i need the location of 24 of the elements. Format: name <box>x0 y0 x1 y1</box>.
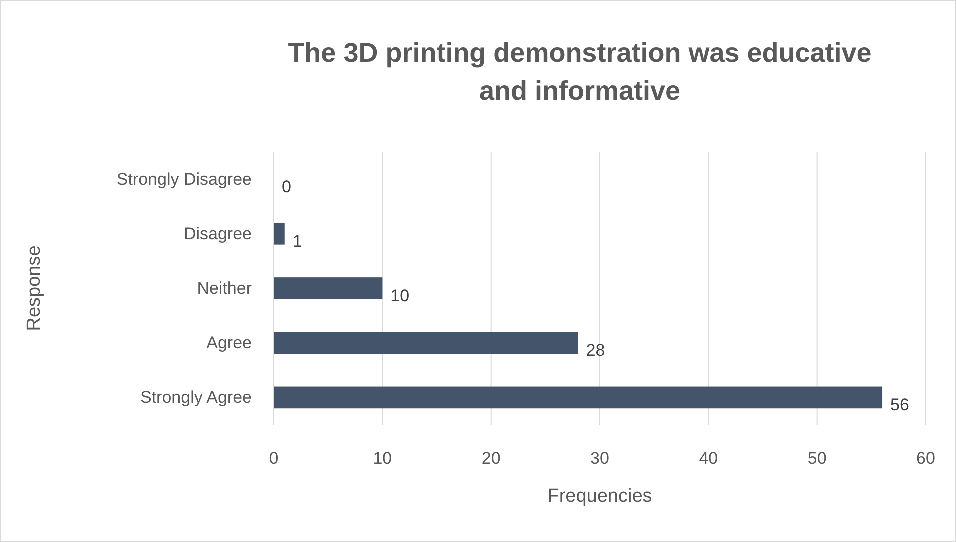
x-tick-label: 30 <box>590 449 610 468</box>
x-tick-label: 60 <box>916 449 936 468</box>
x-tick-label: 50 <box>808 449 827 468</box>
data-label: 28 <box>586 341 606 360</box>
y-tick-label: Neither <box>197 279 252 298</box>
data-label: 10 <box>390 286 410 306</box>
x-axis-title: Frequencies <box>548 486 652 507</box>
y-tick-label: Disagree <box>184 224 252 244</box>
x-tick-label: 10 <box>373 449 392 468</box>
data-label: 56 <box>890 396 910 415</box>
x-tick-label: 40 <box>699 449 718 468</box>
bar <box>274 386 883 409</box>
data-label: 0 <box>282 177 292 196</box>
bar <box>274 278 383 300</box>
y-axis-title: Response <box>24 246 45 332</box>
chart-title: The 3D printing demonstration was educative and informative <box>288 38 872 106</box>
bar <box>274 222 285 245</box>
x-tick-label: 0 <box>269 449 279 468</box>
y-tick-label: Strongly Agree <box>140 388 252 408</box>
data-label: 1 <box>292 232 302 251</box>
bar <box>274 332 578 354</box>
x-tick-label: 20 <box>482 449 501 468</box>
y-tick-label: Strongly Disagree <box>116 170 252 189</box>
y-tick-label: Agree <box>206 334 252 353</box>
